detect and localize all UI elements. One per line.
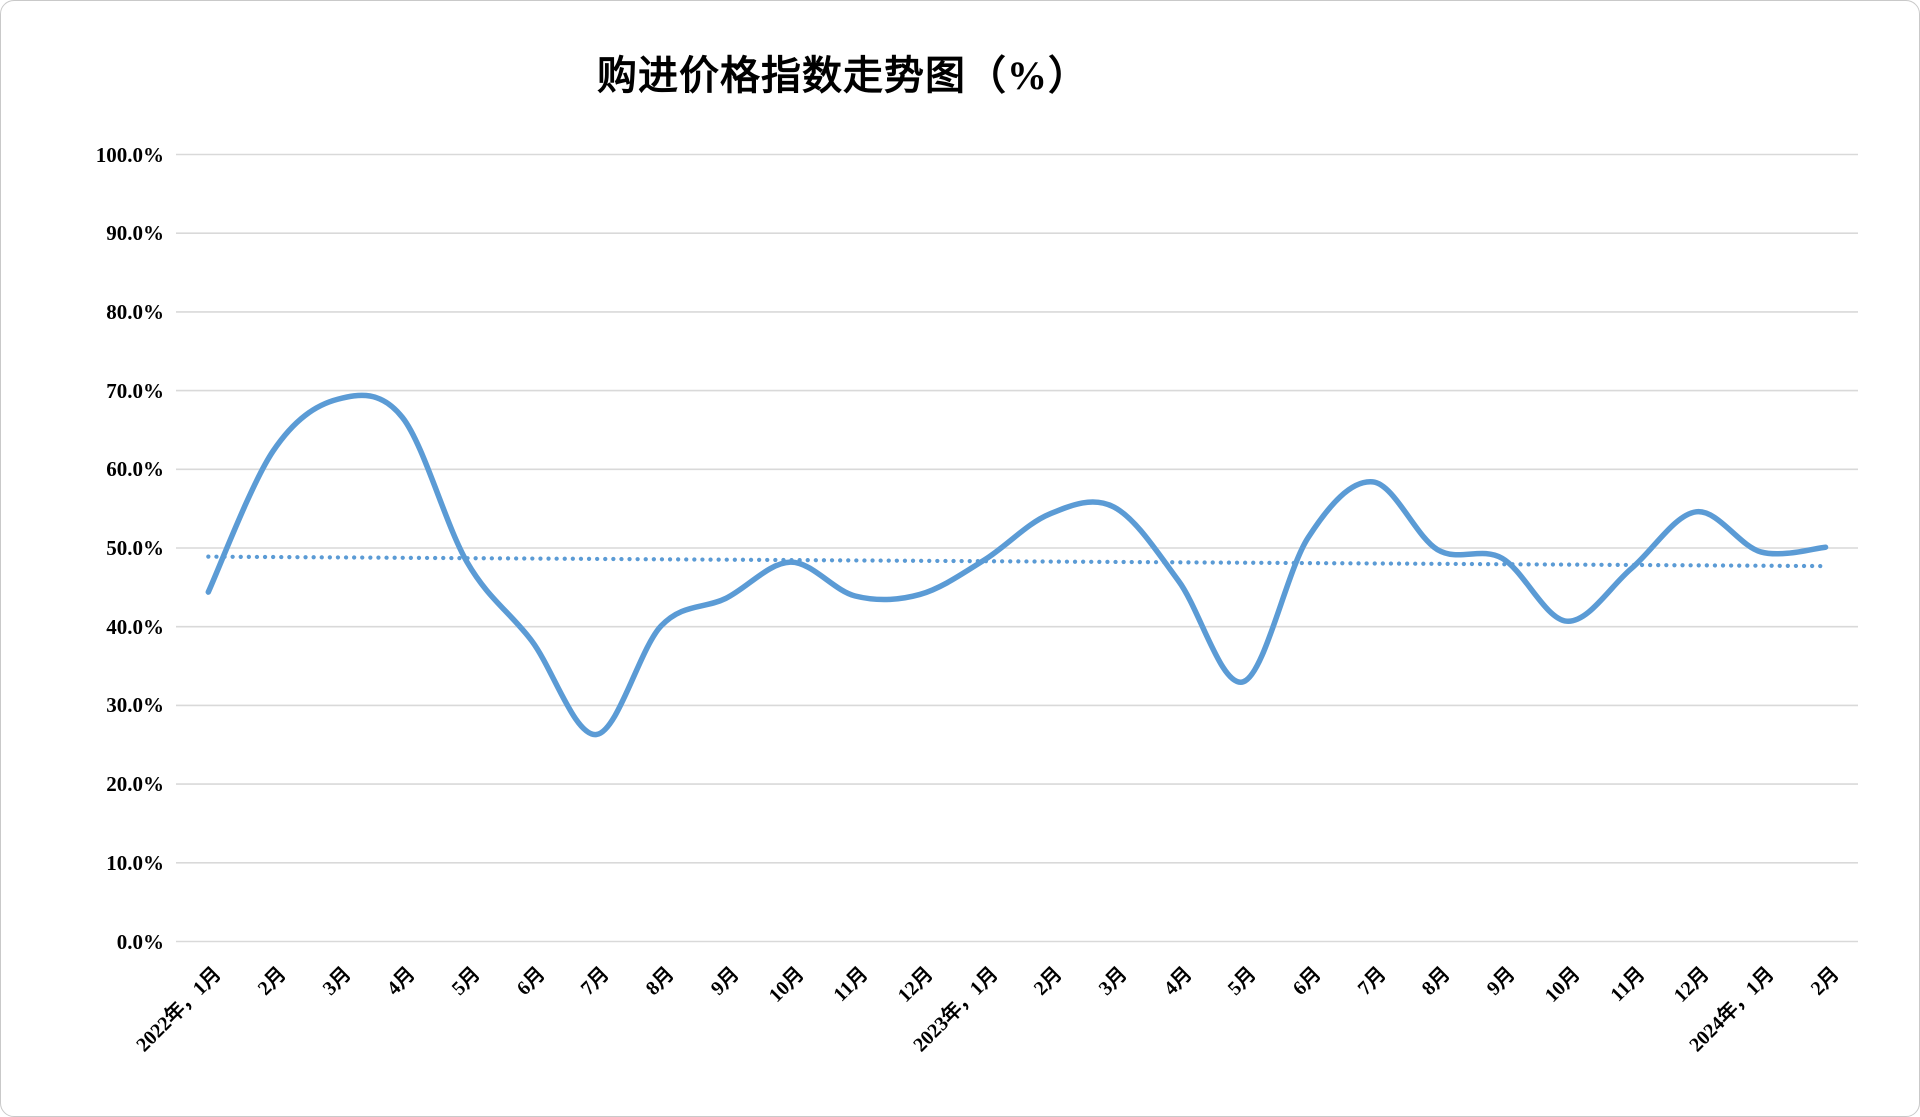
y-tick-label: 30.0% <box>106 693 164 718</box>
gridlines <box>176 153 1858 943</box>
chart-title: 购进价格指数走势图（%） <box>597 53 1089 98</box>
y-tick-label: 90.0% <box>106 221 164 246</box>
y-tick-label: 20.0% <box>106 772 164 797</box>
trendline-dotted <box>206 554 1828 569</box>
y-tick-label: 0.0% <box>116 929 164 954</box>
y-tick-label: 10.0% <box>106 850 164 875</box>
y-tick-label: 40.0% <box>106 614 164 639</box>
y-tick-label: 70.0% <box>106 378 164 403</box>
y-tick-label: 100.0% <box>95 142 164 167</box>
y-tick-label: 50.0% <box>106 536 164 560</box>
series-line <box>205 392 1829 738</box>
y-tick-label: 60.0% <box>106 457 164 482</box>
y-tick-label: 80.0% <box>106 299 164 324</box>
